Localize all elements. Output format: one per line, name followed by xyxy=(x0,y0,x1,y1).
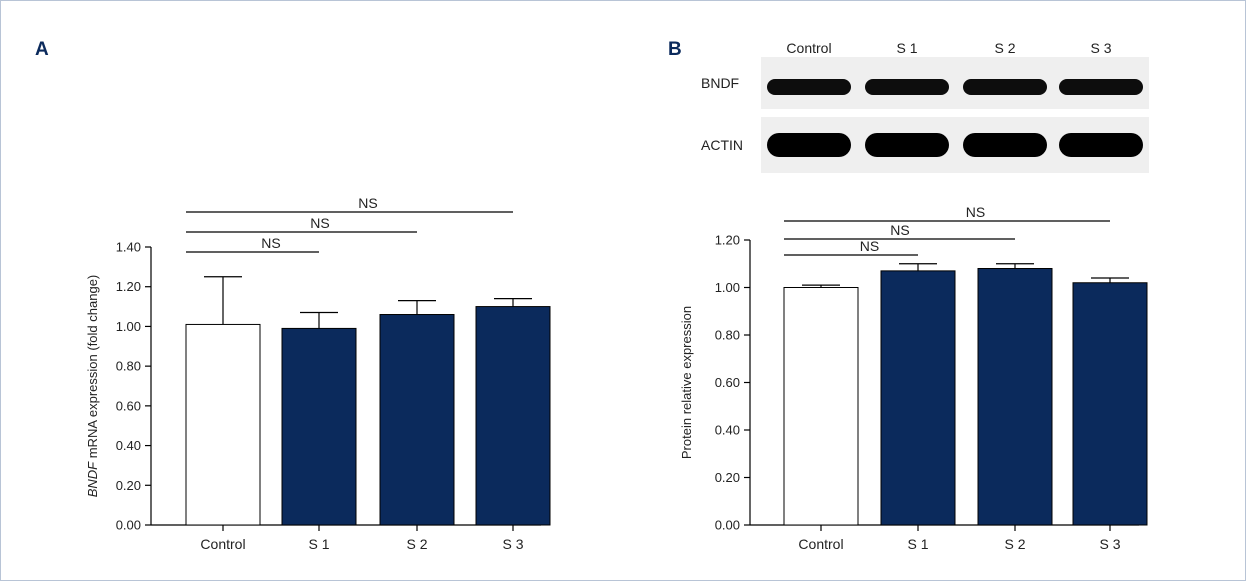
b-y-tick-label: 0.80 xyxy=(715,328,740,343)
a-category-label: S 1 xyxy=(308,536,329,552)
b-category-label: S 2 xyxy=(1004,536,1025,552)
chart-a: 0.00 0.20 0.40 0.60 0.80 1.00 1.20 1.40 Control S… xyxy=(85,195,551,552)
blot-band xyxy=(767,79,851,95)
b-significance-label: NS xyxy=(966,204,985,220)
western-blot: Control S 1 S 2 S 3 BNDF ACTIN xyxy=(701,40,1149,173)
blot-lane-label: S 3 xyxy=(1090,40,1111,56)
a-y-tick-label: 0.20 xyxy=(116,478,141,493)
a-significance-label: NS xyxy=(310,215,329,231)
blot-row-label: ACTIN xyxy=(701,137,743,153)
b-category-label: S 1 xyxy=(907,536,928,552)
b-y-tick-label: 0.20 xyxy=(715,470,740,485)
b-y-tick-label: 0.00 xyxy=(715,518,740,533)
blot-band xyxy=(865,79,949,95)
b-significance-label: NS xyxy=(860,238,879,254)
a-significance-label: NS xyxy=(261,235,280,251)
a-y-tick-label: 1.00 xyxy=(116,319,141,334)
b-y-axis-title: Protein relative expression xyxy=(679,306,694,459)
a-bar-1 xyxy=(185,323,261,526)
b-y-tick-label: 0.60 xyxy=(715,375,740,390)
a-y-axis-title: BNDF mRNA expression (fold change) xyxy=(85,275,100,498)
b-bar-1 xyxy=(783,287,859,526)
panel-letter-a: A xyxy=(35,39,49,60)
a-y-tick-label: 0.60 xyxy=(116,398,141,413)
b-y-tick-label: 1.20 xyxy=(715,233,740,248)
a-category-label: Control xyxy=(200,536,245,552)
a-y-axis-title-rest: mRNA expression (fold change) xyxy=(85,275,100,462)
b-bar-2 xyxy=(880,270,956,526)
panel-letter-b: B xyxy=(668,39,682,60)
b-bar-3 xyxy=(977,268,1053,526)
blot-lane-label: S 1 xyxy=(896,40,917,56)
a-y-tick-label: 0.80 xyxy=(116,359,141,374)
blot-band xyxy=(1059,133,1143,157)
b-category-label: Control xyxy=(798,536,843,552)
a-bar-4 xyxy=(475,306,551,526)
b-significance-label: NS xyxy=(890,222,909,238)
b-y-tick-label: 1.00 xyxy=(715,280,740,295)
a-y-tick-label: 0.40 xyxy=(116,438,141,453)
b-y-tick-label: 0.40 xyxy=(715,423,740,438)
blot-lane-label: Control xyxy=(786,40,831,56)
b-category-label: S 3 xyxy=(1099,536,1120,552)
a-category-label: S 2 xyxy=(406,536,427,552)
a-bar-2 xyxy=(281,327,357,526)
a-y-tick-label: 1.40 xyxy=(116,240,141,255)
blot-lane-label: S 2 xyxy=(994,40,1015,56)
a-significance-label: NS xyxy=(358,195,377,211)
blot-band xyxy=(963,133,1047,157)
blot-band xyxy=(1059,79,1143,95)
blot-row-label: BNDF xyxy=(701,75,739,91)
a-bar-3 xyxy=(379,314,455,526)
b-bar-4 xyxy=(1072,282,1148,526)
a-y-tick-label: 1.20 xyxy=(116,279,141,294)
blot-band xyxy=(767,133,851,157)
a-y-axis-title-italic: BNDF xyxy=(85,461,100,497)
blot-band xyxy=(963,79,1047,95)
a-category-label: S 3 xyxy=(502,536,523,552)
a-y-tick-label: 0.00 xyxy=(116,518,141,533)
blot-band xyxy=(865,133,949,157)
